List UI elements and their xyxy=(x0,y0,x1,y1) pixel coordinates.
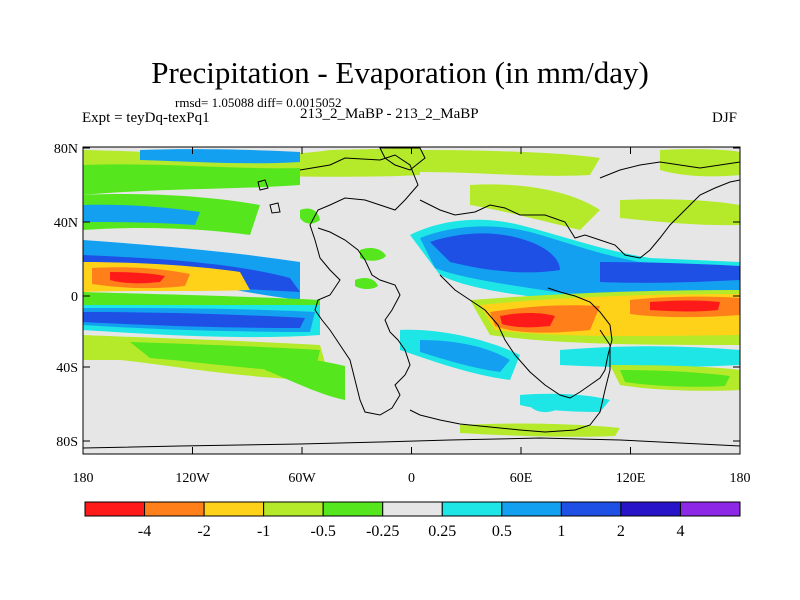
colorbar-label: -4 xyxy=(138,523,151,540)
colorbar-swatch xyxy=(144,501,205,517)
contour-band xyxy=(500,313,555,328)
colorbar-swatch xyxy=(322,501,384,517)
contour-patch xyxy=(620,199,740,226)
lon-tick-label: 180 xyxy=(73,471,94,486)
lat-tick-label: 80S xyxy=(56,435,78,450)
contour-patch xyxy=(300,208,320,224)
colorbar-swatch xyxy=(263,501,324,517)
colorbar-label: 0.25 xyxy=(428,523,456,540)
lon-tick-label: 120E xyxy=(616,471,646,486)
colorbar-label: -1 xyxy=(257,523,270,540)
contour-patch xyxy=(600,262,740,283)
contour-patch xyxy=(360,248,386,261)
contour-patch xyxy=(83,204,200,225)
coastlines xyxy=(83,147,740,449)
lon-tick-label: 120W xyxy=(175,471,210,486)
contour-patch xyxy=(530,399,556,413)
colorbar-label: 4 xyxy=(676,523,684,540)
colorbar-label: 0.5 xyxy=(492,523,512,540)
coastline-greenland xyxy=(379,147,426,171)
contour-patch xyxy=(420,150,600,176)
coastline-antarctica xyxy=(83,437,740,449)
colorbar-swatch xyxy=(84,501,146,517)
colorbar-label: -0.5 xyxy=(311,523,336,540)
colorbar-swatch xyxy=(560,501,622,517)
stats-text: rmsd= 1.05088 diff= 0.0015052 xyxy=(175,95,342,110)
season-label: DJF xyxy=(712,110,738,126)
contour-patch xyxy=(430,233,560,273)
colorbar-label: -2 xyxy=(197,523,210,540)
contour-patch xyxy=(560,346,740,368)
contour-band xyxy=(83,312,305,328)
contour-patch xyxy=(660,149,740,177)
contour-patch xyxy=(470,184,600,230)
coastline-eurasia xyxy=(419,179,740,259)
chart-title: Precipitation - Evaporation (in mm/day) xyxy=(151,55,649,90)
colorbar: -4 -2 -1 -0.5 -0.25 0.25 0.5 1 2 4 xyxy=(84,501,741,540)
lon-tick-label: 60E xyxy=(510,471,533,486)
colorbar-swatch xyxy=(203,501,265,517)
colorbar-swatch xyxy=(620,501,681,517)
lon-tick-label: 0 xyxy=(408,471,415,486)
lat-tick-label: 80N xyxy=(54,142,78,157)
lon-axis: 180 120W 60W 0 60E 120E 180 xyxy=(73,147,751,486)
map-panel: 80N 40N 0 40S 80S 180 120W 60W 0 60E 120E 180 xyxy=(54,142,751,486)
contour-patch xyxy=(260,355,345,400)
coastline-africa xyxy=(439,274,613,399)
contour-patch xyxy=(620,370,730,387)
lat-tick-label: 40N xyxy=(54,216,78,231)
lat-axis: 80N 40N 0 40S 80S xyxy=(54,142,740,450)
lat-tick-label: 40S xyxy=(56,361,78,376)
colorbar-label: 2 xyxy=(617,523,625,540)
contour-patch xyxy=(83,164,300,195)
coastline-islands xyxy=(257,179,281,214)
colorbar-label: 1 xyxy=(557,523,565,540)
experiment-label: Expt = teyDq-texPq1 xyxy=(82,110,210,126)
center-label: 213_2_MaBP - 213_2_MaBP xyxy=(300,106,479,122)
contour-band xyxy=(650,300,720,312)
colorbar-swatch xyxy=(501,501,562,517)
contour-fields xyxy=(83,148,740,437)
lon-tick-label: 60W xyxy=(288,471,316,486)
contour-band xyxy=(110,272,165,284)
contour-patch xyxy=(140,149,300,164)
coastline-americas xyxy=(299,154,419,416)
coastline-asia-north xyxy=(599,161,740,179)
contour-patch xyxy=(355,278,378,289)
lat-tick-label: 0 xyxy=(71,290,78,305)
colorbar-label: -0.25 xyxy=(366,523,399,540)
colorbar-swatch xyxy=(679,501,741,517)
contour-patch xyxy=(460,423,620,437)
colorbar-swatch xyxy=(382,501,443,517)
contour-patch xyxy=(420,340,510,372)
colorbar-swatch xyxy=(441,501,503,517)
coastline-australia xyxy=(409,329,611,433)
lon-tick-label: 180 xyxy=(730,471,751,486)
